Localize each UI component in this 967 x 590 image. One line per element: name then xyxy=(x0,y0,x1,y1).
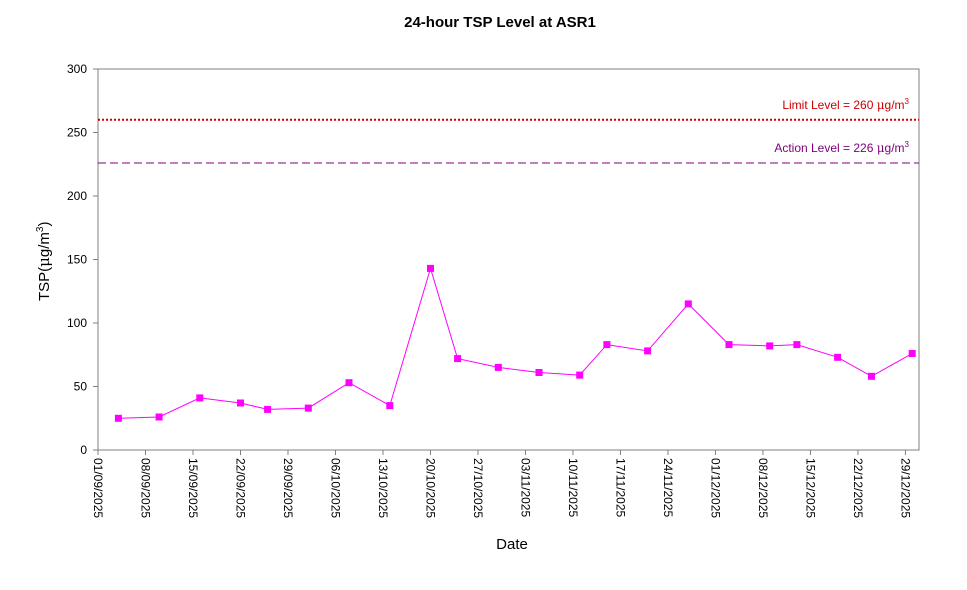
x-tick-label-13: 01/12/2025 xyxy=(708,458,722,518)
y-tick-label-4: 200 xyxy=(67,189,87,203)
data-point-7 xyxy=(386,402,394,410)
x-tick-label-14: 08/12/2025 xyxy=(756,458,770,518)
y-axis-label-unit: g/m xyxy=(36,232,53,257)
x-tick-label-7: 20/10/2025 xyxy=(423,458,437,518)
y-axis: 0 50 100 150 200 250 300 xyxy=(67,62,98,457)
x-tick-label-2: 15/09/2025 xyxy=(186,458,200,518)
y-axis-label-mu: μ xyxy=(35,257,53,267)
y-axis-label-close: ) xyxy=(36,222,53,227)
x-tick-label-12: 24/11/2025 xyxy=(661,458,675,517)
x-tick-label-1: 08/09/2025 xyxy=(138,458,152,518)
y-tick-label-5: 250 xyxy=(67,126,87,140)
y-tick-label-1: 50 xyxy=(74,380,88,394)
reference-lines: Limit Level = 260 μg/m3 Action Level = 22… xyxy=(98,97,919,164)
x-axis: 01/09/2025 08/09/2025 15/09/2025 22/09/2025… xyxy=(91,450,912,518)
chart-title: 24-hour TSP Level at ASR1 xyxy=(404,14,596,31)
x-axis-label: Date xyxy=(496,536,528,553)
data-point-16 xyxy=(725,341,733,349)
data-point-17 xyxy=(766,342,774,350)
x-tick-label-0: 01/09/2025 xyxy=(91,458,105,518)
x-tick-label-9: 03/11/2025 xyxy=(518,458,532,517)
series-line-0 xyxy=(118,266,913,419)
x-tick-label-5: 06/10/2025 xyxy=(328,458,342,518)
data-point-13 xyxy=(603,341,611,349)
x-tick-label-16: 22/12/2025 xyxy=(851,458,865,518)
data-point-6 xyxy=(345,379,353,387)
y-tick-label-6: 300 xyxy=(67,62,87,76)
reference-line-label-1: Action Level = 226 μg/m3 xyxy=(774,140,909,155)
y-tick-label-0: 0 xyxy=(80,443,87,457)
data-series xyxy=(114,264,916,422)
reference-line-label-0: Limit Level = 260 μg/m3 xyxy=(782,97,909,112)
x-tick-label-4: 29/09/2025 xyxy=(281,458,295,518)
y-axis-label-prefix: TSP( xyxy=(36,267,53,301)
y-axis-label-sup: 3 xyxy=(35,226,46,232)
data-point-8 xyxy=(427,264,434,272)
data-point-9 xyxy=(454,355,462,363)
x-tick-label-17: 29/12/2025 xyxy=(898,458,912,518)
data-point-11 xyxy=(535,369,543,376)
data-point-3 xyxy=(237,399,244,407)
data-point-1 xyxy=(155,413,163,421)
data-point-20 xyxy=(868,372,875,380)
x-tick-label-6: 13/10/2025 xyxy=(376,458,390,518)
y-tick-label-2: 100 xyxy=(67,316,87,330)
x-tick-label-10: 10/11/2025 xyxy=(566,458,580,517)
data-point-21 xyxy=(908,350,916,357)
x-tick-label-8: 27/10/2025 xyxy=(471,458,485,518)
plot-area xyxy=(97,68,920,451)
data-point-2 xyxy=(196,394,204,402)
data-point-12 xyxy=(576,371,584,379)
x-tick-label-3: 22/09/2025 xyxy=(233,458,247,518)
y-axis-label: TSP(μg/m3) xyxy=(35,222,53,302)
data-point-10 xyxy=(494,363,502,371)
data-point-4 xyxy=(264,405,272,413)
x-tick-label-15: 15/12/2025 xyxy=(803,458,817,518)
data-point-14 xyxy=(644,347,652,355)
data-point-15 xyxy=(684,300,692,308)
x-tick-label-11: 17/11/2025 xyxy=(613,458,627,517)
data-point-5 xyxy=(304,404,312,412)
y-tick-label-3: 150 xyxy=(67,253,87,267)
data-point-19 xyxy=(834,353,842,361)
data-point-0 xyxy=(114,414,122,422)
data-point-18 xyxy=(793,341,801,349)
